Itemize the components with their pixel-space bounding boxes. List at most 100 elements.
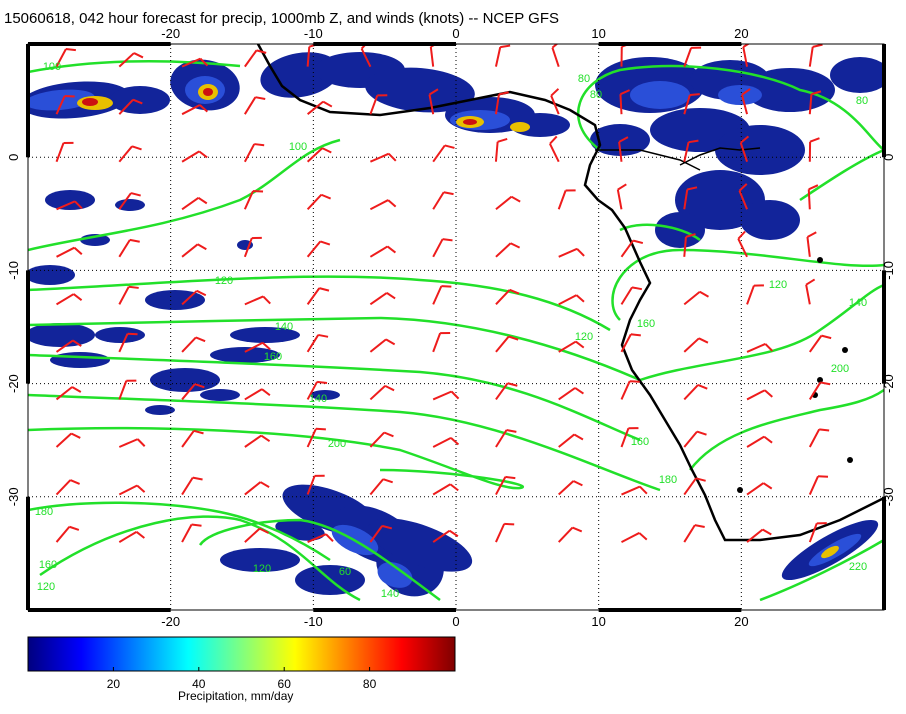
- wind-barb: [181, 383, 205, 401]
- wind-barb: [55, 525, 80, 543]
- wind-barb: [118, 52, 144, 68]
- contour-label: 80: [578, 73, 590, 85]
- wind-barb: [746, 435, 773, 448]
- wind-barb: [369, 385, 395, 401]
- wind-barb: [118, 484, 146, 496]
- wind-barb: [550, 88, 560, 115]
- precip-cell: [510, 122, 530, 132]
- wind-barb: [620, 286, 643, 305]
- wind-barb: [56, 293, 83, 306]
- wind-barb: [244, 49, 267, 68]
- wind-barb: [620, 333, 641, 353]
- wind-barb: [558, 480, 583, 496]
- lat-tick-right: -10: [881, 261, 896, 280]
- wind-barb: [549, 135, 560, 163]
- wind-barb: [739, 135, 750, 163]
- precip-cell: [367, 518, 473, 572]
- wind-barb: [369, 338, 396, 353]
- wind-barb: [428, 88, 439, 115]
- wind-barb: [746, 389, 773, 401]
- wind-barb: [55, 94, 75, 115]
- contour-label: 140: [275, 321, 293, 333]
- wind-barbs: [55, 44, 832, 543]
- wind-barb: [243, 190, 264, 210]
- lat-lon-grid: [28, 44, 884, 610]
- precip-cell: [82, 98, 98, 106]
- wind-barb: [495, 195, 521, 211]
- colorbar-label: Precipitation, mm/day: [178, 689, 294, 703]
- wind-barb: [181, 150, 208, 163]
- contour-label: 220: [849, 561, 867, 573]
- wind-barb: [432, 191, 454, 210]
- wind-barb: [746, 342, 774, 353]
- precip-cell: [95, 327, 145, 343]
- contour-label: 180: [35, 506, 53, 518]
- precipitation-field: [28, 52, 884, 597]
- wind-barb: [55, 47, 76, 68]
- contour-label: 160: [264, 351, 282, 363]
- wind-barb: [306, 193, 332, 210]
- wind-barb: [55, 479, 80, 496]
- isobar-contour: [28, 426, 524, 490]
- precip-cell: [203, 88, 213, 96]
- wind-barb: [181, 523, 202, 543]
- isobar-contour: [611, 248, 884, 321]
- wind-barb: [494, 44, 511, 67]
- isobar-contour: [689, 388, 884, 471]
- wind-barb: [243, 236, 262, 258]
- wind-barb: [306, 100, 333, 115]
- wind-barb: [746, 528, 772, 543]
- precip-cell: [590, 124, 650, 156]
- wind-barb: [369, 524, 393, 543]
- wind-barb: [244, 96, 266, 115]
- wind-barb: [683, 290, 709, 306]
- precip-cell: [718, 85, 762, 105]
- precip-cell: [45, 190, 95, 210]
- wind-barb: [181, 57, 209, 68]
- isobar-contour: [28, 275, 611, 332]
- wind-barb: [738, 183, 748, 210]
- wind-barb: [683, 233, 696, 257]
- wind-barb: [683, 93, 700, 115]
- wind-barb: [432, 285, 452, 305]
- wind-barb: [621, 532, 648, 543]
- precip-cell: [110, 86, 170, 114]
- contour-label: 140: [849, 297, 867, 309]
- precip-cell: [821, 545, 839, 559]
- wind-barb: [495, 288, 520, 306]
- contour-label: 120: [575, 331, 593, 343]
- wind-barb: [557, 526, 583, 543]
- wind-barb: [807, 184, 819, 210]
- wind-barb: [495, 242, 521, 258]
- wind-barb: [494, 91, 509, 115]
- wind-barb: [495, 382, 518, 401]
- wind-barb: [181, 104, 209, 116]
- contour-label: 200: [328, 438, 346, 450]
- wind-barb: [808, 137, 820, 162]
- contour-label: 60: [339, 566, 351, 578]
- wind-barb: [118, 238, 140, 258]
- wind-barb: [243, 143, 265, 163]
- isobar-contour: [619, 223, 701, 242]
- precip-cell: [715, 125, 805, 175]
- lon-tick-top: -10: [304, 26, 323, 41]
- wind-barb: [618, 136, 629, 162]
- contour-label: 120: [37, 581, 55, 593]
- contour-label: 100: [43, 61, 61, 73]
- lon-tick-bottom: 20: [734, 614, 748, 629]
- border-line: [595, 149, 701, 171]
- wind-barb: [118, 192, 141, 210]
- wind-barb: [558, 340, 585, 353]
- coastline: [256, 44, 884, 542]
- africa-coastline: [256, 44, 884, 542]
- contour-label: 120: [215, 275, 233, 287]
- wind-barb: [432, 144, 455, 163]
- wind-barb: [244, 341, 271, 353]
- contour-label: 80: [856, 95, 868, 107]
- wind-barb: [369, 94, 388, 115]
- lat-tick-left: -30: [6, 487, 21, 506]
- precip-cell: [50, 352, 110, 368]
- wind-barb: [620, 380, 640, 400]
